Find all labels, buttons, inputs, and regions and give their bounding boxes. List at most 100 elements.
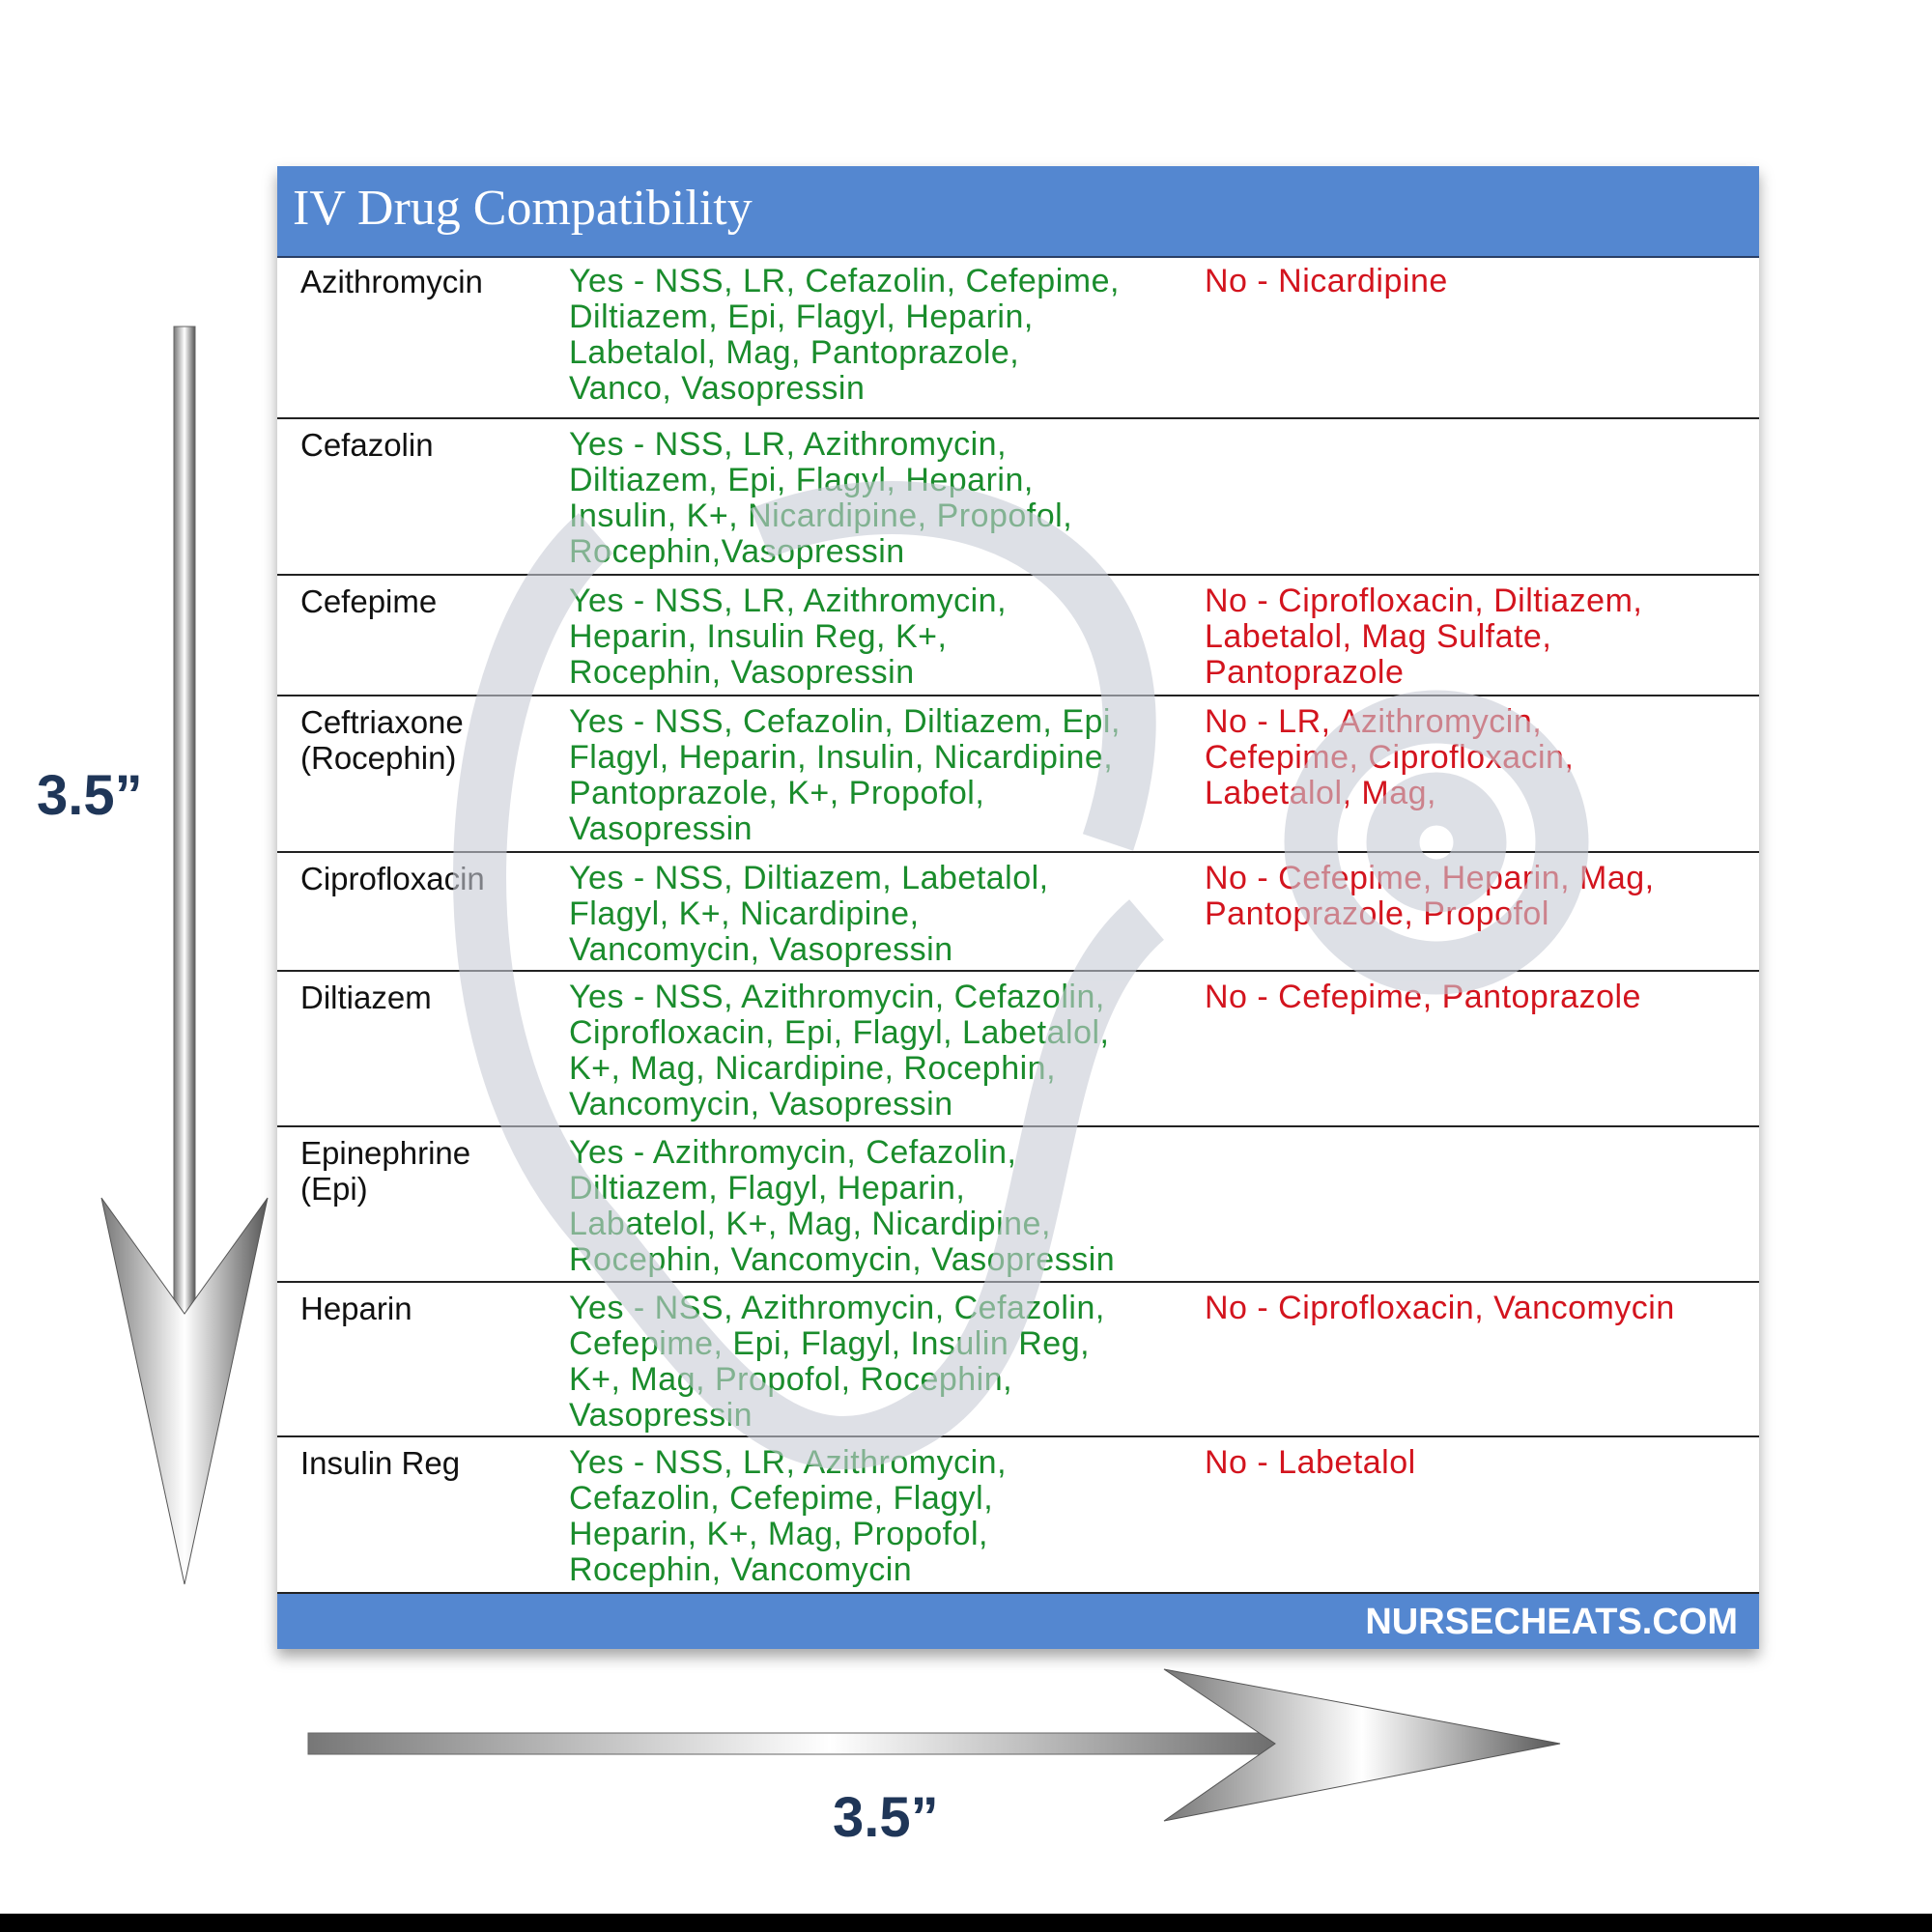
no-cell: No - Cefepime, Heparin, Mag, Pantoprazole… [1205, 861, 1655, 932]
header: IV Drug Compatibility [277, 166, 1759, 258]
yes-line: Pantoprazole, K+, Propofol, [569, 775, 985, 811]
yes-line: Flagyl, Heparin, Insulin, Nicardipine, [569, 739, 1114, 776]
drug-line: Ceftriaxone [300, 704, 464, 740]
no-line: No - Labetalol [1205, 1444, 1416, 1481]
yes-line: Vancomycin, Vasopressin [569, 1086, 953, 1122]
yes-line: Yes - NSS, Azithromycin, Cefazolin, [569, 979, 1105, 1015]
no-line: Cefepime, Ciprofloxacin, [1205, 739, 1575, 776]
yes-line: Vasopressin [569, 810, 753, 847]
drug-line: Ciprofloxacin [300, 861, 485, 896]
yes-cell: Yes - NSS, LR, Azithromycin, Heparin, Ins… [569, 583, 1007, 691]
drug-cell: Heparin [300, 1291, 412, 1326]
no-line: No - Cefepime, Heparin, Mag, [1205, 860, 1655, 896]
drug-cell: Ciprofloxacin [300, 861, 485, 896]
no-line: Pantoprazole, Propofol [1205, 895, 1549, 932]
no-cell: No - Cefepime, Pantoprazole [1205, 980, 1641, 1015]
yes-line: Yes - NSS, LR, Azithromycin, [569, 1444, 1008, 1481]
bottom-band [0, 1914, 1932, 1932]
yes-line: Yes - NSS, LR, Cefazolin, Cefepime, [569, 263, 1120, 299]
yes-line: Labatelol, K+, Mag, Nicardipine, [569, 1206, 1051, 1242]
drug-line: (Rocephin) [300, 740, 457, 776]
table-row: Ceftriaxone (Rocephin) Yes - NSS, Cefazoli… [277, 696, 1759, 853]
yes-line: K+, Mag, Propofol, Rocephin, [569, 1361, 1013, 1398]
table-row: Epinephrine (Epi) Yes - Azithromycin, Cefa… [277, 1127, 1759, 1283]
width-label: 3.5” [833, 1786, 939, 1849]
yes-line: Yes - NSS, LR, Azithromycin, [569, 426, 1008, 463]
yes-line: Yes - NSS, Cefazolin, Diltiazem, Epi, [569, 703, 1121, 740]
yes-line: Yes - NSS, Azithromycin, Cefazolin, [569, 1290, 1105, 1326]
yes-line: Labetalol, Mag, Pantoprazole, [569, 334, 1020, 371]
table-row: Ciprofloxacin Yes - NSS, Diltiazem, Labet… [277, 853, 1759, 972]
yes-line: Cefepime, Epi, Flagyl, Insulin Reg, [569, 1325, 1091, 1362]
yes-line: Flagyl, K+, Nicardipine, [569, 895, 920, 932]
drug-line: (Epi) [300, 1171, 368, 1207]
drug-cell: Cefazolin [300, 427, 434, 463]
drug-cell: Cefepime [300, 583, 437, 619]
table-row: Heparin Yes - NSS, Azithromycin, Cefazoli… [277, 1283, 1759, 1437]
yes-cell: Yes - NSS, Azithromycin, Cefazolin, Cefep… [569, 1291, 1105, 1434]
drug-cell: Epinephrine (Epi) [300, 1135, 470, 1207]
no-cell: No - Nicardipine [1205, 264, 1448, 299]
yes-line: Insulin, K+, Nicardipine, Propofol, [569, 497, 1073, 534]
vertical-arrow-head [100, 1197, 269, 1585]
table-row: Diltiazem Yes - NSS, Azithromycin, Cefazo… [277, 972, 1759, 1127]
yes-line: Yes - NSS, Diltiazem, Labetalol, [569, 860, 1049, 896]
yes-line: Rocephin, Vancomycin, Vasopressin [569, 1241, 1116, 1278]
footer-site: NURSECHEATS.COM [1365, 1602, 1738, 1642]
yes-line: Vasopressin [569, 1397, 753, 1434]
yes-cell: Yes - NSS, LR, Cefazolin, Cefepime, Dilti… [569, 264, 1120, 407]
table-row: Azithromycin Yes - NSS, LR, Cefazolin, Ce… [277, 256, 1759, 419]
yes-line: Rocephin, Vasopressin [569, 654, 915, 691]
no-line: Labetalol, Mag, [1205, 775, 1436, 811]
yes-cell: Yes - Azithromycin, Cefazolin, Diltiazem,… [569, 1135, 1115, 1278]
no-line: Labetalol, Mag Sulfate, [1205, 618, 1552, 655]
drug-line: Heparin [300, 1291, 412, 1326]
drug-line: Azithromycin [300, 264, 483, 299]
yes-line: Rocephin,Vasopressin [569, 533, 905, 570]
no-cell: No - Labetalol [1205, 1445, 1416, 1481]
table-row: Cefepime Yes - NSS, LR, Azithromycin, Hepa… [277, 576, 1759, 696]
yes-line: Diltiazem, Epi, Flagyl, Heparin, [569, 298, 1034, 335]
yes-cell: Yes - NSS, Diltiazem, Labetalol, Flagyl, … [569, 861, 1049, 968]
drug-line: Epinephrine [300, 1135, 471, 1171]
yes-line: Heparin, K+, Mag, Propofol, [569, 1516, 989, 1552]
no-cell: No - LR, Azithromycin, Cefepime, Ciproflo… [1205, 704, 1574, 811]
yes-line: Yes - NSS, LR, Azithromycin, [569, 582, 1008, 619]
yes-cell: Yes - NSS, Cefazolin, Diltiazem, Epi, Fla… [569, 704, 1121, 847]
yes-line: Cefazolin, Cefepime, Flagyl, [569, 1480, 994, 1517]
no-line: No - Ciprofloxacin, Diltiazem, [1205, 582, 1643, 619]
no-cell: No - Ciprofloxacin, Diltiazem, Labetalol,… [1205, 583, 1642, 691]
footer: NURSECHEATS.COM [277, 1594, 1759, 1649]
yes-line: K+, Mag, Nicardipine, Rocephin, [569, 1050, 1057, 1087]
drug-line: Insulin Reg [300, 1445, 461, 1481]
title: IV Drug Compatibility [293, 181, 753, 236]
no-line: No - Ciprofloxacin, Vancomycin [1205, 1290, 1675, 1326]
yes-cell: Yes - NSS, LR, Azithromycin, Diltiazem, E… [569, 427, 1072, 570]
yes-line: Yes - Azithromycin, Cefazolin, [569, 1134, 1017, 1171]
yes-line: Vanco, Vasopressin [569, 370, 866, 407]
drug-cell: Ceftriaxone (Rocephin) [300, 704, 464, 776]
yes-cell: Yes - NSS, Azithromycin, Cefazolin, Cipro… [569, 980, 1110, 1122]
height-label: 3.5” [37, 764, 143, 827]
yes-line: Vancomycin, Vasopressin [569, 931, 953, 968]
horizontal-arrow-shaft [307, 1732, 1352, 1755]
yes-cell: Yes - NSS, LR, Azithromycin, Cefazolin, C… [569, 1445, 1007, 1588]
no-cell: No - Ciprofloxacin, Vancomycin [1205, 1291, 1675, 1326]
card: IV Drug Compatibility Azithromycin Yes - … [277, 166, 1759, 1649]
drug-cell: Insulin Reg [300, 1445, 460, 1481]
drug-line: Diltiazem [300, 980, 432, 1015]
yes-line: Diltiazem, Epi, Flagyl, Heparin, [569, 462, 1034, 498]
no-line: No - Nicardipine [1205, 263, 1448, 299]
yes-line: Ciprofloxacin, Epi, Flagyl, Labetalol, [569, 1014, 1110, 1051]
drug-cell: Diltiazem [300, 980, 432, 1015]
yes-line: Diltiazem, Flagyl, Heparin, [569, 1170, 966, 1207]
no-line: Pantoprazole [1205, 654, 1405, 691]
table-row: Insulin Reg Yes - NSS, LR, Azithromycin, C… [277, 1437, 1759, 1594]
table-row: Cefazolin Yes - NSS, LR, Azithromycin, Dil… [277, 419, 1759, 576]
yes-line: Heparin, Insulin Reg, K+, [569, 618, 948, 655]
no-line: No - LR, Azithromycin, [1205, 703, 1543, 740]
drug-line: Cefepime [300, 583, 438, 619]
vertical-arrow-shaft [173, 326, 196, 1371]
